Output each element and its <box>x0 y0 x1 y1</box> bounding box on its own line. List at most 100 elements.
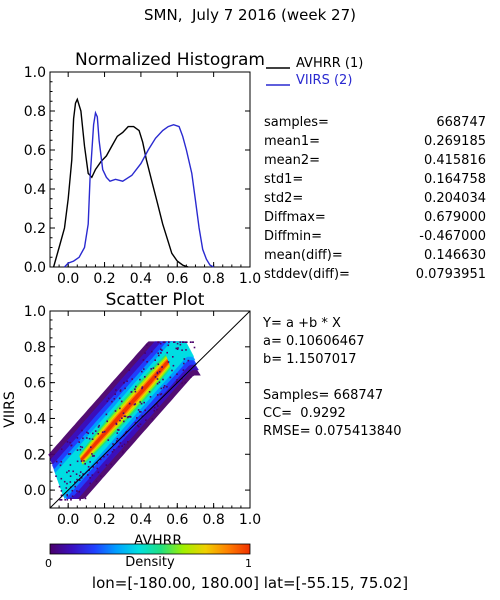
histogram-x-tick-label: 0.6 <box>166 271 188 287</box>
scatter-point <box>190 376 192 378</box>
scatter-point <box>179 343 182 346</box>
stat-row: mean2= 0.415816 <box>264 153 486 171</box>
scatter-point <box>103 455 105 458</box>
histogram-y-tick-label: 0.8 <box>24 104 46 120</box>
scatter-point <box>156 408 158 411</box>
scatter-point <box>55 460 58 463</box>
scatter-point <box>164 341 166 343</box>
scatter-x-tick-label: 0.0 <box>57 512 79 528</box>
scatter-point <box>160 393 163 395</box>
scatter-point <box>136 417 138 419</box>
scatter-point <box>185 341 187 343</box>
lat-label: lat= <box>263 574 296 592</box>
scatter-point <box>162 386 165 389</box>
scatter-point <box>182 369 185 371</box>
scatter-point <box>128 402 131 405</box>
scatter-point <box>143 401 145 404</box>
scatter-point <box>184 381 187 384</box>
scatter-point <box>106 454 109 456</box>
scatter-point <box>60 461 63 463</box>
scatter-point <box>146 344 148 346</box>
scatter-point <box>86 437 88 439</box>
scatter-point <box>179 341 181 343</box>
scatter-point <box>90 446 92 448</box>
scatter-point <box>76 490 78 492</box>
scatter-y-tick-label: 0.6 <box>24 376 46 392</box>
stat-key: Diffmin= <box>264 229 322 244</box>
scatter-point <box>97 471 100 474</box>
scatter-point <box>140 402 143 405</box>
scatter-title: Scatter Plot <box>106 290 205 310</box>
scatter-point <box>96 467 99 470</box>
scatter-point <box>115 423 118 426</box>
histogram-title: Normalized Histogram <box>75 50 265 70</box>
scatter-point <box>118 397 121 400</box>
histogram-x-tick-label: 0.2 <box>93 271 115 287</box>
stat-row: Diffmax= 0.679000 <box>264 210 486 228</box>
scatter-point <box>66 441 69 443</box>
scatter-point <box>113 449 115 451</box>
stat-key: samples= <box>264 115 329 130</box>
scatter-point <box>159 393 162 396</box>
scatter-point <box>131 378 133 380</box>
scatter-point <box>160 387 163 390</box>
scatter-point <box>141 415 144 418</box>
correlation-coefficient: CC= 0.9292 <box>263 406 346 421</box>
scatter-point <box>81 446 84 449</box>
scatter-point <box>176 379 178 381</box>
scatter-point <box>119 407 121 410</box>
scatter-point <box>162 341 165 343</box>
fit-coefficient-b: b= 1.1507017 <box>263 352 357 367</box>
histogram-y-tick-label: 1.0 <box>24 65 46 81</box>
scatter-point <box>71 495 74 497</box>
scatter-point <box>96 462 98 464</box>
scatter-point <box>153 406 156 409</box>
scatter-point <box>177 347 179 349</box>
scatter-point <box>176 373 178 375</box>
scatter-point <box>113 398 116 400</box>
scatter-point <box>192 341 194 343</box>
histogram-y-tick-label: 0.4 <box>24 182 46 198</box>
stat-row: stddev(diff)= 0.0793951 <box>264 267 486 285</box>
scatter-point <box>92 466 94 468</box>
scatter-point <box>81 429 83 432</box>
scatter-point <box>139 423 142 426</box>
scatter-point <box>149 396 152 398</box>
scatter-point <box>76 478 78 481</box>
scatter-point <box>151 350 153 353</box>
scatter-point <box>105 413 108 416</box>
scatter-point <box>154 359 156 361</box>
stat-key: std2= <box>264 191 304 206</box>
scatter-x-tick-label: 0.6 <box>166 512 188 528</box>
stat-row: mean(diff)= 0.146630 <box>264 248 486 266</box>
scatter-point <box>166 351 168 354</box>
colorbar <box>49 543 251 555</box>
scatter-point <box>122 412 125 414</box>
scatter-point <box>139 378 141 381</box>
scatter-point <box>75 473 78 475</box>
lon-label: lon= <box>91 574 128 592</box>
scatter-point <box>160 348 162 351</box>
rmse-value: RMSE= 0.075413840 <box>263 424 402 439</box>
scatter-y-tick-label: 0.2 <box>24 447 46 463</box>
scatter-y-tick-label: 0.8 <box>24 340 46 356</box>
scatter-point <box>69 453 72 455</box>
scatter-point <box>78 491 81 493</box>
scatter-point <box>111 451 114 453</box>
scatter-point <box>99 458 102 461</box>
scatter-point <box>167 361 170 363</box>
scatter-point <box>151 418 154 420</box>
scatter-point <box>69 464 72 466</box>
scatter-point <box>60 499 62 501</box>
histogram-frame <box>49 71 251 268</box>
histogram-y-tick-label: 0.6 <box>24 143 46 159</box>
scatter-point <box>70 444 73 447</box>
scatter-point <box>101 431 104 433</box>
scatter-point <box>110 463 112 466</box>
scatter-point <box>82 473 84 475</box>
scatter-point <box>121 417 123 419</box>
histogram-x-tick-label: 0.0 <box>57 271 79 287</box>
scatter-point <box>127 416 130 418</box>
scatter-point <box>88 469 90 471</box>
scatter-point <box>167 344 170 347</box>
